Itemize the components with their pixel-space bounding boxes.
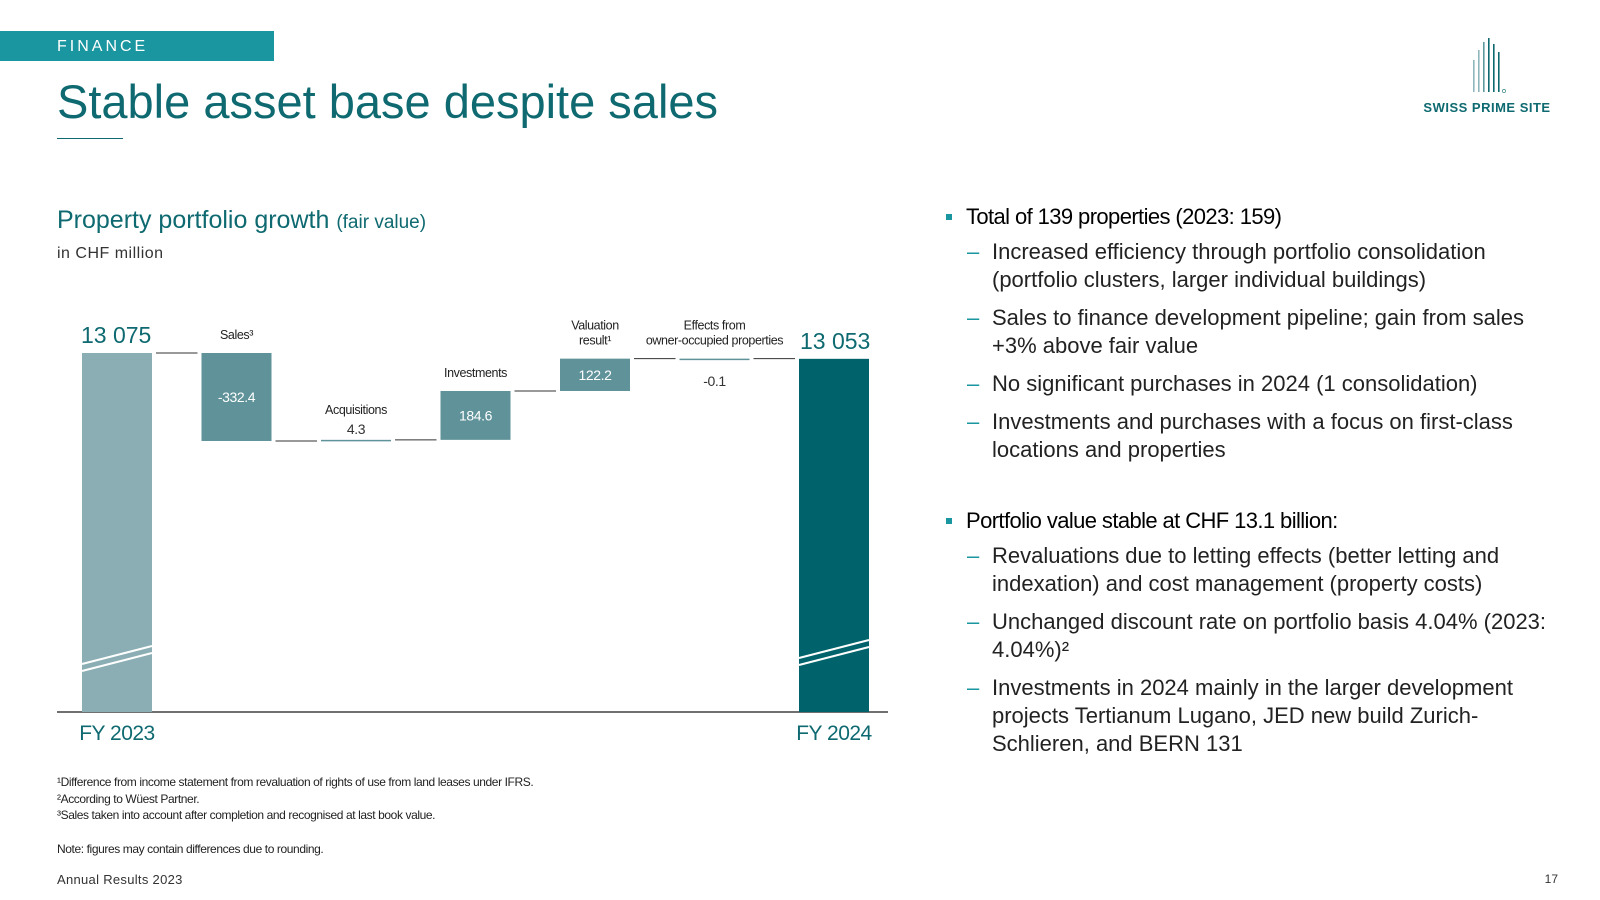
category-label: owner-occupied properties — [646, 334, 783, 348]
delta-value-label: 184.6 — [459, 407, 493, 423]
category-label: Investments — [444, 366, 507, 380]
footnote-3: ³Sales taken into account after completi… — [57, 808, 436, 822]
bullet-group-portfolio-value: Portfolio value stable at CHF 13.1 billi… — [946, 508, 1566, 758]
title-underline — [57, 138, 123, 139]
bar-delta-5 — [679, 358, 750, 361]
delta-value-label: 4.3 — [347, 421, 366, 437]
bar-total-0 — [82, 353, 152, 712]
chart-title-main: Property portfolio growth — [57, 206, 330, 234]
delta-value-label: -0.1 — [703, 373, 726, 389]
delta-value-label: 122.2 — [578, 367, 612, 383]
category-label: Effects from — [684, 319, 746, 333]
bullet-item: Sales to finance development pipeline; g… — [946, 304, 1566, 360]
footnote-2: ²According to Wüest Partner. — [57, 791, 200, 806]
section-tag: FINANCE — [0, 31, 274, 61]
bullet-group-properties: Total of 139 properties (2023: 159) Incr… — [946, 204, 1566, 464]
bullet-item: Unchanged discount rate on portfolio bas… — [946, 608, 1566, 664]
logo-text: SWISS PRIME SITE — [1423, 100, 1551, 115]
category-label: FY 2023 — [79, 722, 155, 740]
key-points: Total of 139 properties (2023: 159) Incr… — [946, 204, 1566, 768]
bullet-item: Investments and purchases with a focus o… — [946, 408, 1566, 464]
bullet-title: Portfolio value stable at CHF 13.1 billi… — [946, 508, 1566, 534]
footnote-1: ¹Difference from income statement from r… — [57, 775, 534, 789]
bar-delta-4 — [560, 358, 630, 391]
category-label: Valuation — [571, 319, 619, 333]
bullet-title: Total of 139 properties (2023: 159) — [946, 204, 1566, 230]
bullet-item: Revaluations due to letting effects (bet… — [946, 542, 1566, 598]
bullet-sublist: Revaluations due to letting effects (bet… — [946, 542, 1566, 758]
chart-title-sub: (fair value) — [336, 212, 427, 233]
bar-total-6 — [799, 358, 869, 712]
category-label: result¹ — [579, 334, 611, 348]
chart-unit: in CHF million — [57, 245, 164, 262]
bar-delta-2 — [321, 439, 391, 442]
waterfall-chart: 13 075 FY 2023 -332.4 Sales³ 4.3 Acquisitions… — [57, 319, 888, 740]
axis-break-line — [81, 652, 153, 672]
bullet-item: No significant purchases in 2024 (1 cons… — [946, 370, 1566, 398]
bullet-item: Increased efficiency through portfolio c… — [946, 238, 1566, 294]
total-value-label: 13 075 — [81, 322, 151, 348]
total-value-label: 13 053 — [800, 328, 870, 354]
company-logo: SWISS PRIME SITE — [1412, 38, 1562, 118]
axis-break-line — [798, 646, 870, 666]
bars-logo-icon — [1473, 38, 1506, 93]
chart-title: Property portfolio growth (fair value) — [57, 206, 426, 235]
footnotes: ¹Difference from income statement from r… — [57, 774, 534, 824]
section-label: FINANCE — [57, 38, 149, 55]
footer-title: Annual Results 2023 — [57, 872, 183, 887]
bar-delta-1 — [201, 353, 272, 441]
category-label: FY 2024 — [796, 722, 872, 740]
category-label: Sales³ — [220, 328, 253, 342]
rounding-note: Note: figures may contain differences du… — [57, 842, 324, 856]
delta-value-label: -332.4 — [218, 389, 256, 405]
axis-break-line — [81, 645, 153, 665]
bullet-item: Investments in 2024 mainly in the larger… — [946, 674, 1566, 758]
category-label: Acquisitions — [325, 403, 387, 417]
axis-break-line — [798, 639, 870, 659]
page-title: Stable asset base despite sales — [57, 75, 719, 128]
bar-delta-3 — [440, 390, 511, 440]
page-number: 17 — [1544, 872, 1558, 886]
bullet-sublist: Increased efficiency through portfolio c… — [946, 238, 1566, 464]
